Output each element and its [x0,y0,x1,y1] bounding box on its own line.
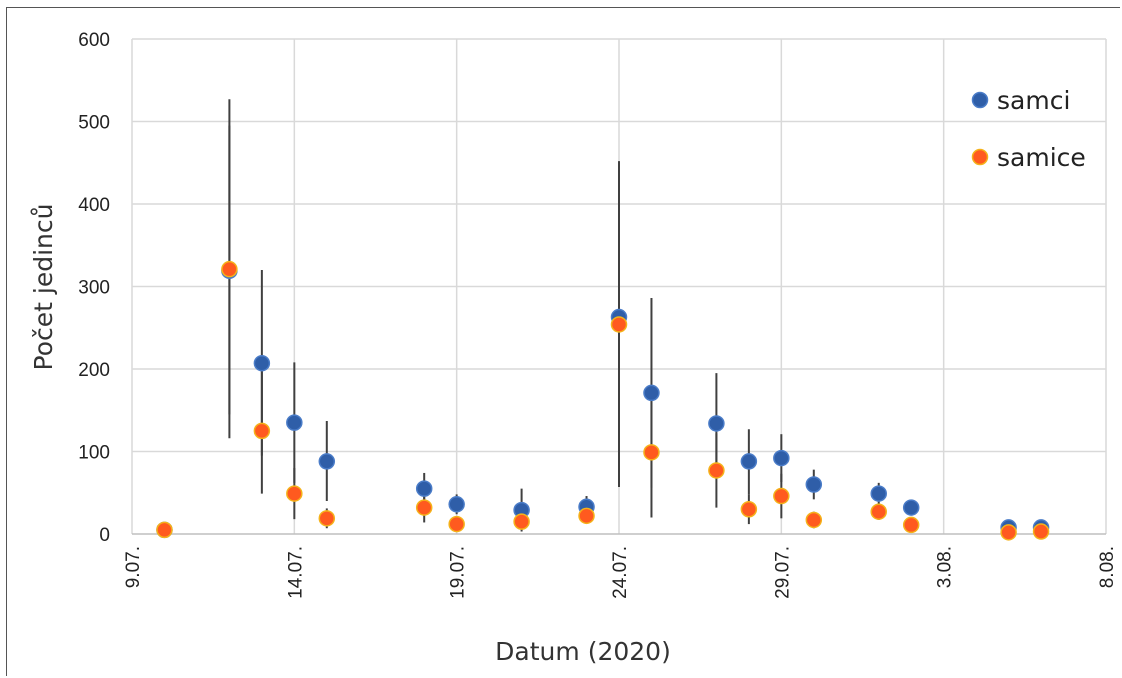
point-samice [253,422,271,440]
x-tick-label: 24.07. [610,546,631,599]
point-samice [221,260,238,278]
y-tick-label: 600 [78,30,110,51]
x-tick-label: 29.07. [772,546,793,599]
x-tick-label: 19.07. [448,546,469,599]
x-tick-label: 8.08. [1097,546,1118,588]
x-tick-label: 3.08. [935,546,956,588]
point-samice [708,462,725,479]
point-samice [902,516,920,534]
legend-entry-samci: samci [971,86,1070,115]
point-samice [1000,524,1017,541]
y-axis-title: Počet jedinců [29,204,58,371]
point-samice [318,510,336,527]
y-tick-label: 400 [78,195,110,216]
x-tick-label: 14.07. [285,546,306,599]
point-samci [318,453,336,470]
point-samci [902,499,920,516]
point-samice [610,316,628,333]
y-tick-label: 300 [78,278,110,299]
point-samice [805,511,823,529]
point-samice [870,503,887,520]
legend-entry-samice: samice [971,143,1086,172]
point-samci [286,414,303,431]
point-samice [773,487,790,505]
chart-frame [6,7,1120,676]
legend: samci samice [971,86,1086,172]
point-samice [156,521,173,539]
x-axis-title: Datum (2020) [495,637,671,666]
tick-labels: 0 100 200 300 400 500 600 9.07. 14.07. 19.07. 24.0… [78,30,1118,599]
legend-label-samci: samci [997,86,1070,115]
point-samci [773,449,790,467]
point-samci [870,485,887,502]
point-samci [643,384,660,402]
point-samice [578,507,595,525]
point-samice [448,515,465,533]
y-tick-label: 500 [78,113,110,134]
point-samice [643,444,660,461]
point-samci [448,496,465,513]
point-samice [415,499,433,516]
point-samice [740,501,758,518]
point-samci [740,453,758,470]
point-samice [1032,523,1050,540]
legend-marker-samice [971,148,989,166]
point-samci [708,415,725,432]
y-tick-label: 0 [99,525,110,546]
point-samci [805,476,823,493]
y-tick-label: 200 [78,360,110,381]
legend-label-samice: samice [997,143,1086,172]
point-samci [415,480,433,497]
y-tick-label: 100 [78,443,110,464]
point-samice [513,513,530,530]
x-tick-label: 9.07. [123,546,144,588]
data-points [156,260,1050,541]
legend-marker-samci [971,91,989,109]
point-samice [286,485,303,502]
point-samci [253,354,271,372]
